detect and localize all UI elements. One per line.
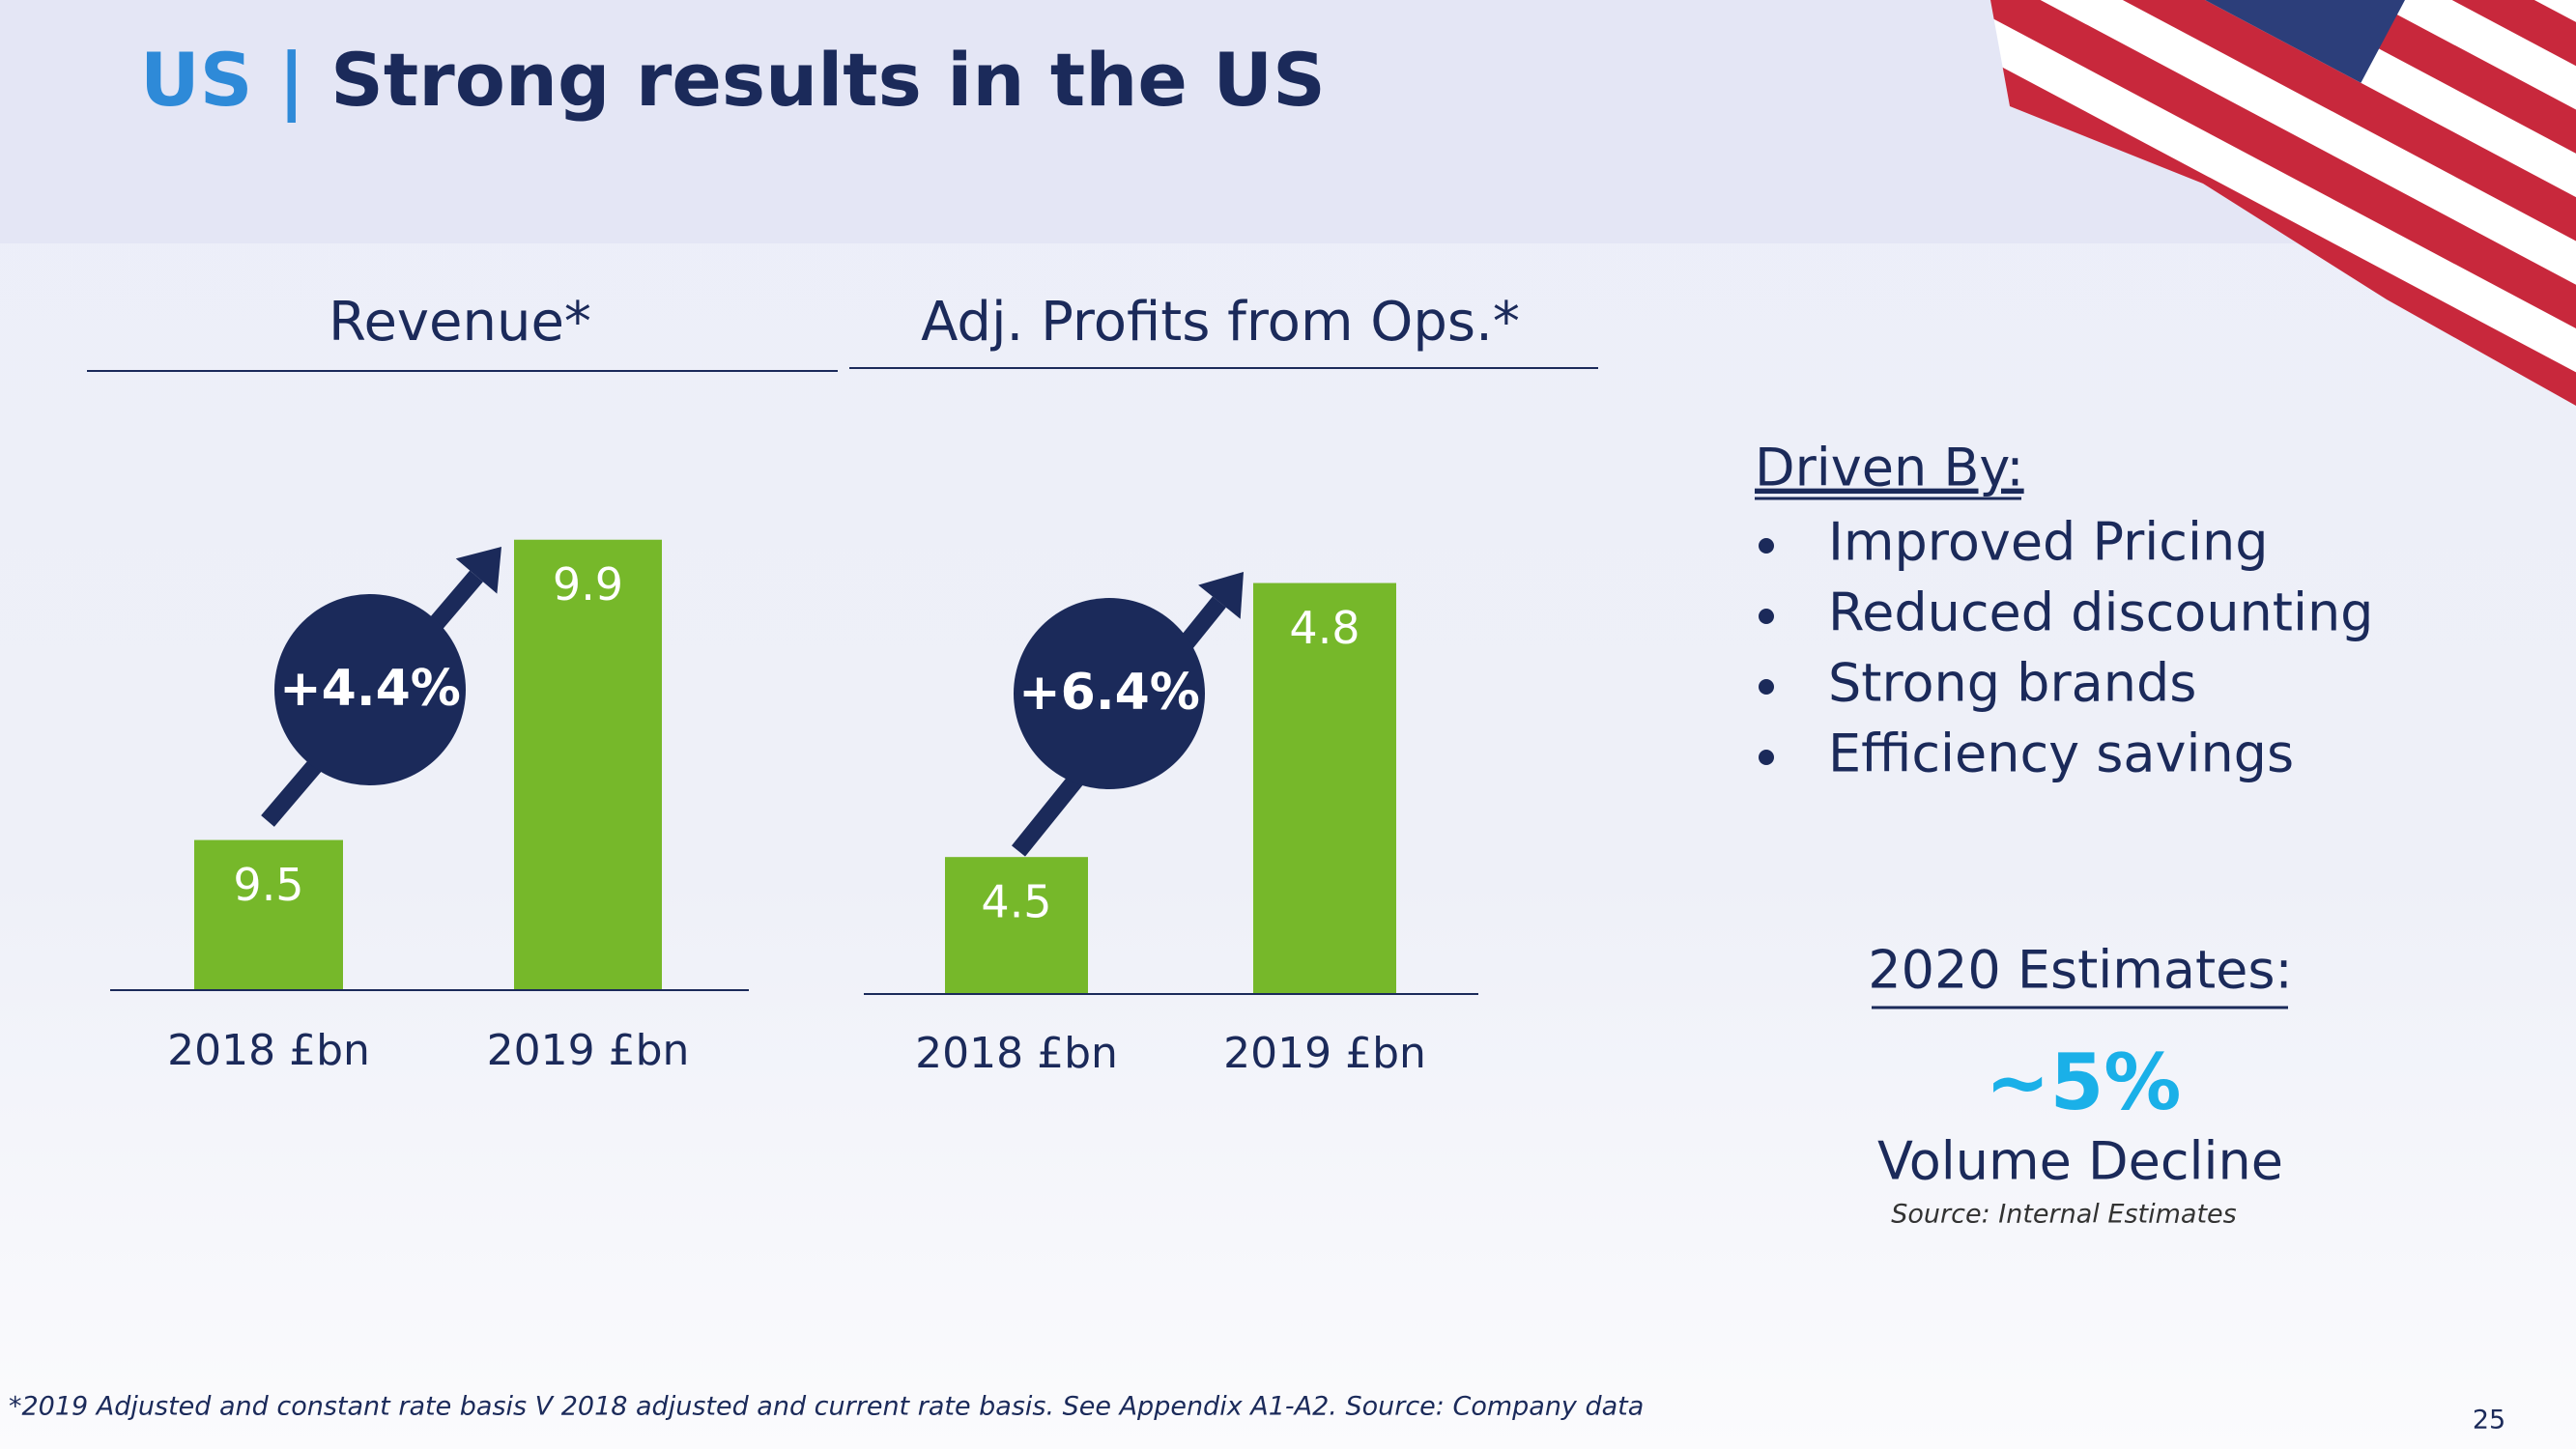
bullet: [1759, 609, 1774, 624]
driver-list: Improved Pricing Reduced discounting Stron…: [1759, 512, 2373, 784]
x-tick-label: 2019 £bn: [487, 1026, 690, 1075]
bullet: [1759, 750, 1774, 765]
estimate-label: Volume Decline: [1877, 1131, 2283, 1192]
driver-item: Efficiency savings: [1828, 724, 2294, 784]
estimate-source: Source: Internal Estimates: [1891, 1200, 2236, 1230]
bar: [514, 539, 662, 990]
arrow-head: [1198, 572, 1244, 619]
title-text: Strong results in the US: [330, 37, 1326, 123]
growth-badge: [274, 594, 466, 785]
value-label: 9.5: [233, 859, 303, 911]
bar: [1253, 582, 1396, 994]
page-number: 25: [2473, 1406, 2505, 1435]
value-label: 9.9: [553, 558, 623, 611]
chart-title: Adj. Profits from Ops.*: [921, 291, 1520, 354]
driver-item: Improved Pricing: [1828, 512, 2269, 573]
growth-label: +6.4%: [1018, 664, 1200, 722]
estimate-value: ~5%: [1986, 1037, 2182, 1127]
bar: [945, 857, 1088, 994]
growth-badge: [1014, 598, 1205, 789]
footnote: *2019 Adjusted and constant rate basis V…: [9, 1392, 1644, 1422]
slide-title: US | Strong results in the US: [140, 37, 1326, 124]
bullet: [1759, 538, 1774, 554]
drivers-heading: Driven By:: [1755, 438, 2024, 498]
arrow-head: [455, 547, 501, 594]
x-tick-label: 2018 £bn: [915, 1029, 1118, 1078]
title-prefix: US |: [140, 37, 305, 124]
bar: [194, 839, 343, 990]
driver-item: Strong brands: [1828, 653, 2196, 714]
driver-item: Reduced discounting: [1828, 582, 2373, 643]
value-label: 4.5: [981, 876, 1051, 928]
x-tick-label: 2019 £bn: [1223, 1029, 1426, 1078]
growth-label: +4.4%: [279, 660, 461, 718]
bullet: [1759, 679, 1774, 695]
estimates-heading: 2020 Estimates:: [1868, 940, 2292, 1001]
chart-title: Revenue*: [329, 291, 591, 354]
value-label: 4.8: [1289, 602, 1360, 654]
x-tick-label: 2018 £bn: [167, 1026, 370, 1075]
